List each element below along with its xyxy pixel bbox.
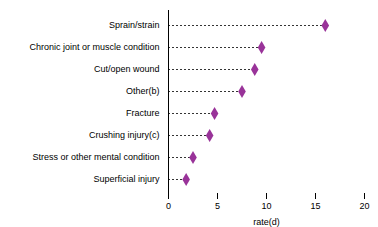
svg-text:20: 20	[359, 201, 369, 211]
svg-text:15: 15	[310, 201, 320, 211]
svg-text:Chronic joint or muscle condit: Chronic joint or muscle condition	[29, 42, 159, 52]
svg-text:Superficial injury: Superficial injury	[93, 174, 160, 184]
svg-text:Stress or other mental conditi: Stress or other mental condition	[32, 152, 159, 162]
svg-text:Fracture: Fracture	[126, 108, 160, 118]
svg-text:Cut/open wound: Cut/open wound	[94, 64, 160, 74]
svg-text:0: 0	[166, 201, 171, 211]
svg-text:Sprain/strain: Sprain/strain	[109, 20, 160, 30]
svg-text:10: 10	[261, 201, 271, 211]
svg-text:Crushing injury(c): Crushing injury(c)	[89, 130, 160, 140]
svg-text:5: 5	[215, 201, 220, 211]
svg-text:rate(d): rate(d)	[253, 217, 280, 227]
svg-text:Other(b): Other(b)	[126, 86, 160, 96]
